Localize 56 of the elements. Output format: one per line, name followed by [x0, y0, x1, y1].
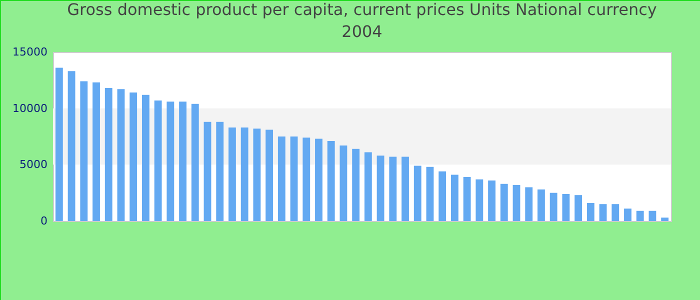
- y-tick-label: 15000: [12, 46, 48, 58]
- bar: [68, 71, 76, 221]
- chart-subtitle: 2004: [342, 22, 382, 41]
- bar: [463, 177, 471, 221]
- bar: [500, 184, 508, 221]
- bar: [191, 104, 199, 221]
- bar: [104, 88, 112, 221]
- bar: [438, 171, 446, 221]
- bar: [512, 184, 520, 221]
- bar: [364, 152, 372, 221]
- bar: [216, 122, 224, 221]
- bar: [154, 100, 162, 221]
- bar: [636, 210, 644, 221]
- bar: [389, 156, 397, 221]
- bar: [550, 192, 558, 221]
- bar: [228, 127, 236, 221]
- bar: [204, 122, 212, 221]
- bar: [661, 218, 669, 221]
- bar: [80, 81, 88, 221]
- bar: [648, 210, 656, 221]
- bar: [166, 102, 174, 221]
- bar: [130, 92, 138, 221]
- bar: [55, 68, 63, 221]
- bar: [450, 174, 458, 221]
- bar: [562, 194, 570, 221]
- bar: [488, 180, 496, 221]
- bar: [179, 102, 186, 221]
- bar: [352, 148, 360, 221]
- bar: [290, 136, 298, 221]
- y-tick-label: 5000: [20, 158, 48, 172]
- bar: [278, 136, 286, 221]
- bar: [624, 208, 632, 221]
- bar: [315, 138, 322, 221]
- bar: [525, 187, 533, 221]
- bar: [376, 156, 384, 221]
- bar: [599, 204, 607, 221]
- bar: [414, 166, 422, 221]
- bar: [402, 156, 409, 221]
- bar: [574, 195, 582, 221]
- bar: [266, 130, 274, 221]
- bar: [240, 127, 248, 221]
- bar: [538, 189, 545, 221]
- bar: [92, 82, 100, 221]
- chart-title: Gross domestic product per capita, current prices Units National currency: [67, 0, 657, 19]
- bar: [612, 204, 620, 221]
- bar: [117, 89, 125, 221]
- bar: [327, 141, 335, 221]
- bar: [253, 128, 261, 221]
- bar: [476, 179, 484, 221]
- bar: [142, 94, 150, 221]
- bar: [426, 166, 434, 221]
- bar: [586, 202, 594, 221]
- bar: [302, 138, 310, 221]
- y-tick-label: 10000: [12, 102, 48, 115]
- y-tick-label: 0: [40, 214, 48, 228]
- bar: [340, 146, 348, 221]
